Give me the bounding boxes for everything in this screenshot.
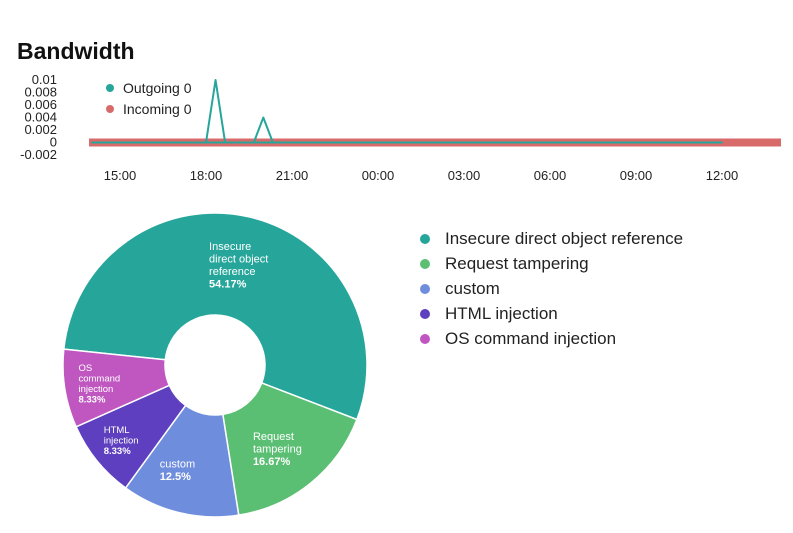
y-tick-label: 0.004 [24,110,57,125]
pie-slice-label: HTML injection 8.33% [104,425,139,457]
pie-slice-label: Insecure direct object reference 54.17% [209,241,268,291]
pie-legend-item[interactable]: OS command injection [420,326,683,351]
vulnerability-donut-chart: Insecure direct object reference 54.17% Requ… [62,212,368,518]
legend-dot [420,333,430,344]
legend-dot [420,308,430,319]
legend-dot [420,283,430,294]
x-tick-label: 00:00 [362,168,395,183]
legend-label: OS command injection [445,328,617,348]
y-tick-label: -0.002 [20,147,57,162]
pie-legend-item[interactable]: Request tampering [420,251,683,276]
y-tick-label: 0.01 [32,72,57,87]
bandwidth-title: Bandwidth [17,38,135,64]
pie-slice[interactable] [62,348,171,428]
y-tick-label: 0.006 [24,97,57,112]
series-outgoing-line [91,79,723,144]
x-tick-label: 21:00 [276,168,309,183]
legend-label: Insecure direct object reference [445,228,684,248]
y-tick-label: 0 [50,135,57,150]
pie-slice[interactable] [221,381,358,516]
pie-slice[interactable] [124,404,240,518]
pie-slice-label: OS command injection 8.33% [78,363,120,406]
x-tick-label: 06:00 [534,168,567,183]
pie-slice-label: custom 12.5% [160,458,195,483]
y-tick-label: 0.002 [24,122,57,137]
legend-dot [106,84,114,92]
legend-label[interactable]: Incoming 0 [123,101,192,117]
legend-label: Request tampering [445,253,589,273]
pie-slice-label: Request tampering 16.67% [253,431,302,468]
legend-dot [420,258,430,269]
legend-label: HTML injection [445,303,558,323]
pie-legend-item[interactable]: HTML injection [420,301,683,326]
legend-dot [420,233,430,244]
pie-legend: Insecure direct object reference Request … [420,226,683,351]
legend-label: custom [445,278,500,298]
x-tick-label: 12:00 [706,168,739,183]
pie-legend-item[interactable]: custom [420,276,683,301]
pie-slice[interactable] [63,212,368,421]
x-tick-label: 15:00 [104,168,137,183]
legend-dot [106,105,114,113]
pie-legend-item[interactable]: Insecure direct object reference [420,226,683,251]
y-tick-label: 0.008 [24,85,57,100]
x-tick-label: 03:00 [448,168,481,183]
legend-label[interactable]: Outgoing 0 [123,80,192,96]
x-tick-label: 18:00 [190,168,223,183]
x-tick-label: 09:00 [620,168,653,183]
